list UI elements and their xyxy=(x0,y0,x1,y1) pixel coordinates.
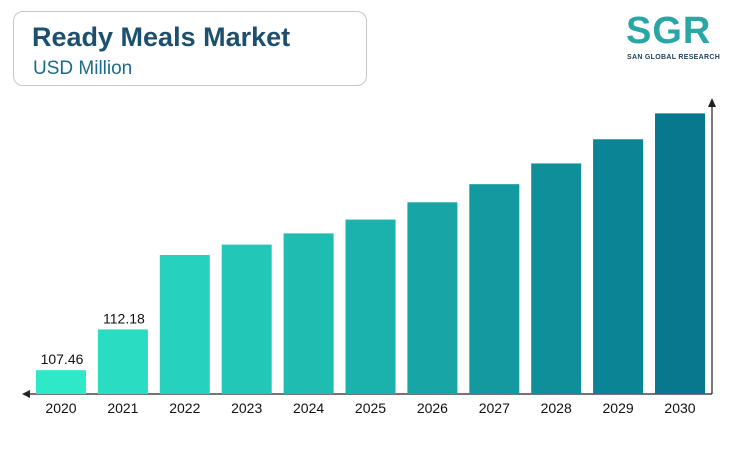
x-tick-label-2029: 2029 xyxy=(603,400,634,416)
chart-subtitle: USD Million xyxy=(33,58,133,79)
bar-2027 xyxy=(469,184,520,394)
logo-main-text: SGR xyxy=(626,10,712,52)
bar-2022 xyxy=(159,254,210,394)
logo-sub-text: SAN GLOBAL RESEARCH xyxy=(627,54,721,61)
x-tick-label-2027: 2027 xyxy=(479,400,510,416)
bar-2028 xyxy=(531,163,582,394)
y-axis-arrow xyxy=(708,98,716,107)
data-label-2020: 107.46 xyxy=(41,351,84,367)
x-tick-label-2026: 2026 xyxy=(417,400,448,416)
bar-2024 xyxy=(283,233,334,394)
title-box: Ready Meals Market USD Million xyxy=(13,11,367,86)
x-tick-label-2030: 2030 xyxy=(664,400,695,416)
x-tick-label-2022: 2022 xyxy=(169,400,200,416)
bar-2026 xyxy=(407,202,458,394)
x-tick-label-2024: 2024 xyxy=(293,400,324,416)
bar-2023 xyxy=(221,244,272,394)
x-tick-label-2025: 2025 xyxy=(355,400,386,416)
chart-title: Ready Meals Market xyxy=(32,22,291,52)
sgr-logo: SGR SAN GLOBAL RESEARCH xyxy=(626,10,726,68)
data-label-2021: 112.18 xyxy=(103,310,145,326)
x-tick-label-2023: 2023 xyxy=(231,400,262,416)
x-axis-arrow xyxy=(22,390,30,398)
bar-2030 xyxy=(655,113,705,395)
bar-2020 xyxy=(36,370,86,394)
x-tick-label-2021: 2021 xyxy=(107,400,138,416)
bar-2025 xyxy=(345,219,396,394)
x-tick-label-2028: 2028 xyxy=(541,400,572,416)
bar-2021 xyxy=(97,329,148,394)
bar-2029 xyxy=(593,139,644,394)
x-tick-label-2020: 2020 xyxy=(45,400,76,416)
